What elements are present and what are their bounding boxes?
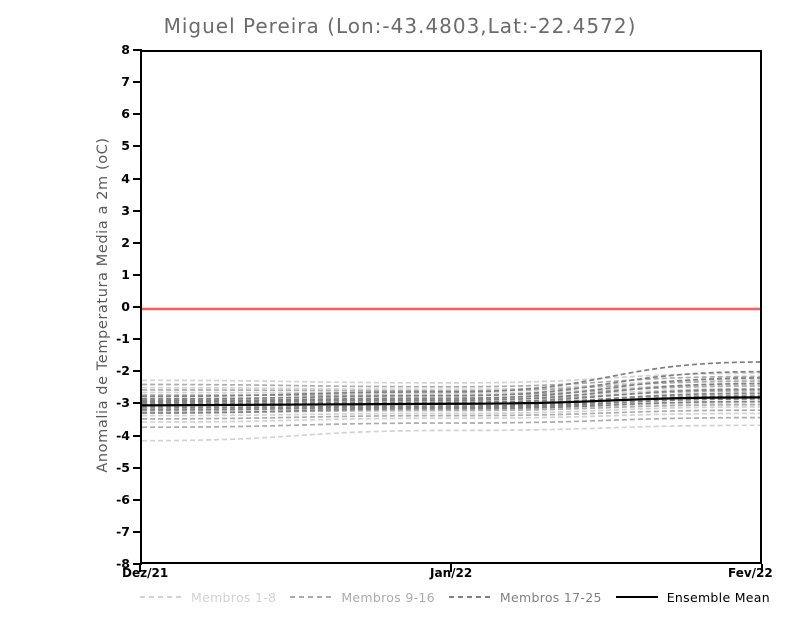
- y-axis-tick-label: 7: [121, 74, 130, 90]
- y-axis-tick-label: -7: [116, 523, 130, 539]
- series-line: [142, 388, 760, 405]
- y-axis-tick-label: 8: [121, 42, 130, 57]
- series-line: [142, 382, 760, 404]
- y-axis-tick-label: 3: [121, 202, 130, 218]
- legend-swatch: [140, 596, 182, 598]
- y-axis-tick-label: 6: [121, 106, 130, 122]
- y-axis-tick-mark: [133, 145, 142, 148]
- legend-swatch: [290, 596, 333, 598]
- y-axis-tick-mark: [133, 466, 142, 469]
- y-axis-tick-mark: [133, 434, 142, 437]
- y-axis-tick-label: 4: [121, 170, 130, 186]
- y-axis-tick-label: 1: [121, 266, 130, 282]
- y-axis-tick-mark: [133, 402, 142, 405]
- y-axis-tick-label: -3: [116, 395, 130, 411]
- y-axis-tick-mark: [133, 209, 142, 212]
- y-axis-tick-mark: [133, 81, 142, 84]
- y-axis-tick-label: -8: [116, 556, 130, 571]
- x-axis-tick-mark: [761, 564, 763, 572]
- x-axis-tick-label: Jan/22: [430, 566, 473, 580]
- plot-area: [140, 50, 762, 564]
- legend-label: Ensemble Mean: [666, 589, 770, 605]
- series-line: [142, 383, 760, 395]
- y-axis-tick-mark: [133, 113, 142, 116]
- series-line: [142, 392, 760, 407]
- y-axis-tick-mark: [133, 273, 142, 276]
- y-axis-tick-label: -4: [116, 427, 130, 443]
- y-axis-tick-mark: [133, 306, 142, 308]
- legend-swatch: [448, 596, 491, 598]
- x-axis-tick-mark: [139, 564, 141, 572]
- y-axis-tick-label: 5: [121, 138, 130, 154]
- chart-title: Miguel Pereira (Lon:-43.4803,Lat:-22.457…: [163, 14, 637, 38]
- y-axis-tick-label: 0: [121, 299, 130, 314]
- y-axis-tick-label: -5: [116, 459, 130, 475]
- plot-lines: [142, 307, 760, 442]
- series-line: [142, 396, 760, 407]
- y-axis-tick-mark: [133, 241, 142, 244]
- x-axis-tick-mark: [450, 564, 452, 572]
- legend-label: Membros 1-8: [191, 589, 277, 605]
- legend-item: Membros 9-16: [290, 590, 435, 605]
- legend-label: Membros 9-16: [341, 589, 435, 605]
- series-line: [142, 424, 760, 442]
- y-axis-tick-mark: [133, 498, 142, 501]
- y-axis-tick-label: -2: [116, 363, 130, 379]
- y-axis-tick-mark: [133, 530, 142, 533]
- x-axis-tick-label: Fev/22: [728, 566, 773, 580]
- x-axis-tick-label: Dez/21: [122, 566, 169, 580]
- legend-item: Ensemble Mean: [615, 589, 770, 605]
- y-axis-tick-label: 2: [121, 234, 130, 250]
- y-axis-tick-label: -1: [116, 331, 130, 347]
- y-axis-tick-mark: [133, 177, 142, 180]
- legend-swatch: [615, 592, 658, 602]
- y-axis-tick-mark: [133, 563, 142, 565]
- y-axis-tick-label: -6: [116, 491, 130, 507]
- series-line: [142, 361, 760, 398]
- series-line: [142, 377, 760, 402]
- chart-legend: Membros 1-8 Membros 9-16 Membros 17-25 Ense…: [140, 586, 770, 608]
- series-line: [142, 380, 760, 392]
- y-axis-tick-mark: [133, 49, 142, 51]
- legend-item: Membros 17-25: [448, 589, 602, 605]
- y-axis-tick-mark: [133, 338, 142, 341]
- y-axis-tick-mark: [133, 370, 142, 373]
- series-line: [142, 372, 760, 384]
- series-line: [142, 375, 760, 388]
- legend-label: Membros 17-25: [499, 589, 602, 605]
- legend-item: Membros 1-8: [140, 590, 276, 605]
- series-line: [142, 370, 760, 400]
